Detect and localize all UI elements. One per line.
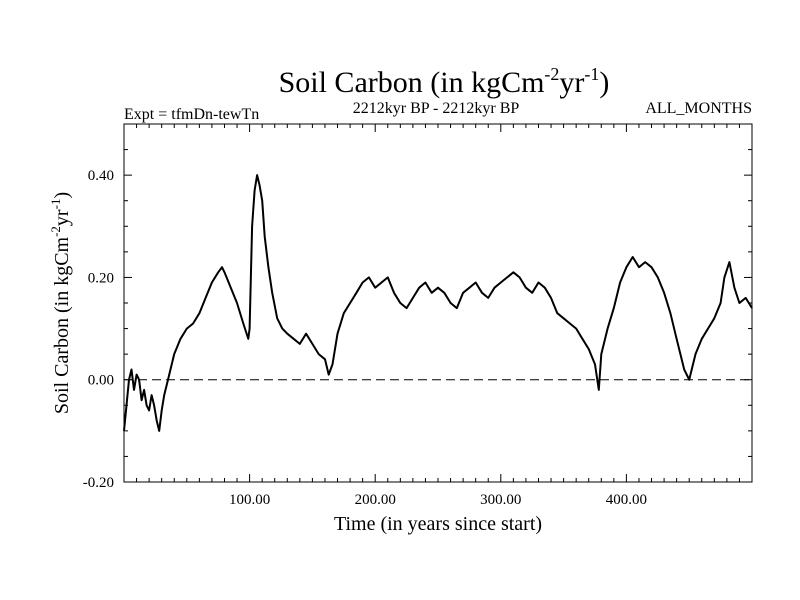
y-tick-label: -0.20 <box>83 475 114 491</box>
x-axis: 100.00 200.00 300.00 400.00 <box>136 124 740 508</box>
x-tick-label: 400.00 <box>606 492 647 508</box>
subtitle-center: 2212kyr BP - 2212kyr BP <box>353 100 520 117</box>
x-tick-label: 200.00 <box>355 492 396 508</box>
x-axis-label: Time (in years since start) <box>334 513 542 535</box>
subtitle-right: ALL_MONTHS <box>645 100 752 117</box>
plot-frame <box>123 123 753 483</box>
soil-carbon-series-line <box>123 174 753 432</box>
y-tick-label: 0.00 <box>88 373 114 389</box>
y-tick-label: 0.40 <box>88 168 114 184</box>
y-axis: -0.20 0.00 0.20 0.40 <box>83 123 752 491</box>
y-tick-label: 0.20 <box>88 270 114 286</box>
x-tick-label: 100.00 <box>229 492 270 508</box>
x-tick-label: 300.00 <box>480 492 521 508</box>
y-axis-label: Soil Carbon (in kgCm-2yr-1) <box>48 192 73 414</box>
chart-title: Soil Carbon (in kgCm-2yr-1) <box>279 64 610 99</box>
subtitle-left: Expt = tfmDn-tewTn <box>124 106 259 123</box>
